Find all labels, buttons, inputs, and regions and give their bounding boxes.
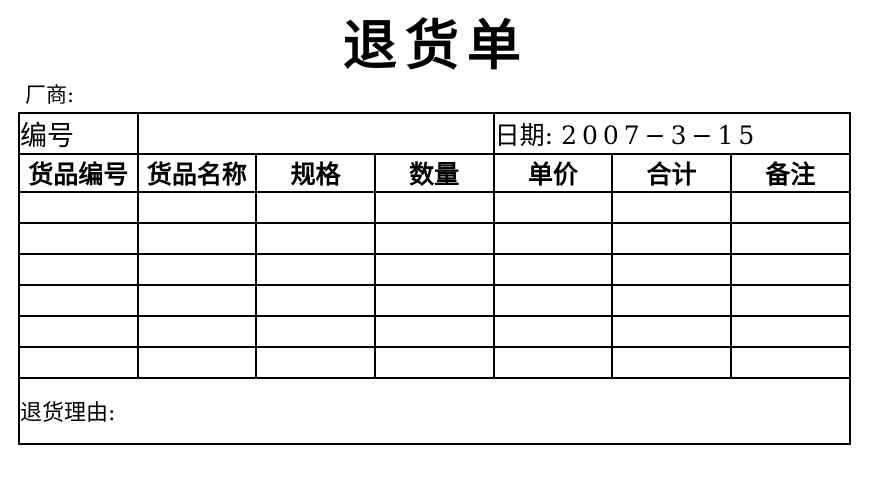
return-form-table: 编号 日期: 2007−3−15 货品编号 货品名称 规格 数量 单价 合计 备注 <box>18 112 852 446</box>
empty-cell[interactable] <box>611 346 732 380</box>
number-label: 编号 <box>20 121 74 153</box>
reason-row: 退货理由: <box>18 377 851 446</box>
empty-cell[interactable] <box>136 222 258 256</box>
empty-cell[interactable] <box>373 253 495 287</box>
empty-cell[interactable] <box>255 191 376 225</box>
empty-cell[interactable] <box>373 346 495 380</box>
number-label-cell: 编号 <box>18 112 139 156</box>
empty-cell[interactable] <box>492 191 614 225</box>
col-header-item-name: 货品名称 <box>136 153 258 194</box>
number-value-cell[interactable] <box>136 112 495 156</box>
empty-row <box>18 253 852 287</box>
empty-cell[interactable] <box>136 284 258 318</box>
col-header-remarks: 备注 <box>729 153 852 194</box>
empty-cell[interactable] <box>492 222 614 256</box>
empty-cell[interactable] <box>18 315 139 349</box>
empty-rows-body <box>18 191 852 380</box>
empty-cell[interactable] <box>611 284 732 318</box>
reason-cell[interactable]: 退货理由: <box>18 377 851 446</box>
col-header-total: 合计 <box>611 153 732 194</box>
info-row: 编号 日期: 2007−3−15 <box>18 112 852 156</box>
empty-cell[interactable] <box>136 191 258 225</box>
empty-cell[interactable] <box>18 191 139 225</box>
col-header-quantity: 数量 <box>373 153 495 194</box>
date-value: 2007−3−15 <box>561 120 760 150</box>
empty-cell[interactable] <box>136 253 258 287</box>
empty-cell[interactable] <box>18 346 139 380</box>
col-header-spec: 规格 <box>255 153 376 194</box>
vendor-label: 厂商: <box>25 83 75 108</box>
empty-cell[interactable] <box>611 191 732 225</box>
empty-cell[interactable] <box>611 253 732 287</box>
empty-cell[interactable] <box>18 284 139 318</box>
empty-cell[interactable] <box>729 346 852 380</box>
date-cell: 日期: 2007−3−15 <box>492 112 852 156</box>
empty-cell[interactable] <box>729 284 852 318</box>
empty-cell[interactable] <box>492 346 614 380</box>
empty-cell[interactable] <box>255 346 376 380</box>
header-row: 货品编号 货品名称 规格 数量 单价 合计 备注 <box>18 153 852 194</box>
empty-cell[interactable] <box>492 284 614 318</box>
empty-cell[interactable] <box>729 191 852 225</box>
empty-cell[interactable] <box>611 315 732 349</box>
empty-cell[interactable] <box>373 191 495 225</box>
empty-cell[interactable] <box>255 315 376 349</box>
empty-cell[interactable] <box>492 315 614 349</box>
empty-cell[interactable] <box>18 222 139 256</box>
date-label: 日期: <box>494 120 554 150</box>
empty-cell[interactable] <box>255 253 376 287</box>
page-title: 退货单 <box>343 13 529 77</box>
empty-cell[interactable] <box>729 222 852 256</box>
empty-cell[interactable] <box>729 315 852 349</box>
reason-label: 退货理由: <box>20 401 116 427</box>
empty-cell[interactable] <box>136 315 258 349</box>
empty-cell[interactable] <box>255 222 376 256</box>
empty-cell[interactable] <box>611 222 732 256</box>
empty-row <box>18 346 852 380</box>
empty-cell[interactable] <box>373 284 495 318</box>
empty-row <box>18 191 852 225</box>
empty-cell[interactable] <box>492 253 614 287</box>
empty-cell[interactable] <box>255 284 376 318</box>
empty-row <box>18 284 852 318</box>
empty-cell[interactable] <box>373 222 495 256</box>
empty-cell[interactable] <box>729 253 852 287</box>
empty-cell[interactable] <box>136 346 258 380</box>
empty-row <box>18 315 852 349</box>
empty-cell[interactable] <box>18 253 139 287</box>
empty-cell[interactable] <box>373 315 495 349</box>
empty-row <box>18 222 852 256</box>
col-header-unit-price: 单价 <box>492 153 614 194</box>
col-header-item-number: 货品编号 <box>18 153 139 194</box>
